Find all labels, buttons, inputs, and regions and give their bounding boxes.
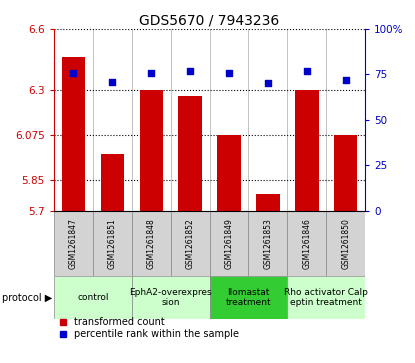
Bar: [256, 195, 280, 211]
Point: [109, 79, 116, 85]
Point: [148, 70, 154, 76]
Point: [342, 77, 349, 83]
Text: protocol ▶: protocol ▶: [2, 293, 52, 303]
Point: [303, 68, 310, 74]
Bar: [217, 135, 241, 211]
Text: GSM1261846: GSM1261846: [303, 218, 311, 269]
Text: control: control: [77, 293, 109, 302]
Title: GDS5670 / 7943236: GDS5670 / 7943236: [139, 14, 280, 28]
Bar: [287, 211, 326, 276]
Point: [187, 68, 193, 74]
Bar: [210, 276, 287, 319]
Bar: [132, 276, 210, 319]
Text: EphA2-overexpres
sion: EphA2-overexpres sion: [129, 288, 212, 307]
Text: Ilomastat
treatment: Ilomastat treatment: [226, 288, 271, 307]
Bar: [171, 211, 210, 276]
Point: [226, 70, 232, 76]
Bar: [210, 211, 249, 276]
Bar: [249, 211, 287, 276]
Bar: [54, 276, 132, 319]
Bar: [101, 154, 124, 211]
Bar: [139, 90, 163, 211]
Bar: [93, 211, 132, 276]
Text: Rho activator Calp
eptin treatment: Rho activator Calp eptin treatment: [284, 288, 368, 307]
Text: GSM1261848: GSM1261848: [147, 218, 156, 269]
Text: GSM1261850: GSM1261850: [341, 218, 350, 269]
Text: GSM1261849: GSM1261849: [225, 218, 234, 269]
Bar: [334, 135, 357, 211]
Text: GSM1261853: GSM1261853: [264, 218, 272, 269]
Bar: [287, 276, 365, 319]
Point: [70, 70, 77, 76]
Bar: [326, 211, 365, 276]
Bar: [54, 211, 93, 276]
Legend: transformed count, percentile rank within the sample: transformed count, percentile rank withi…: [59, 317, 239, 339]
Bar: [132, 211, 171, 276]
Point: [265, 81, 271, 86]
Text: GSM1261851: GSM1261851: [108, 218, 117, 269]
Bar: [178, 95, 202, 211]
Bar: [295, 90, 319, 211]
Bar: [62, 57, 85, 211]
Text: GSM1261852: GSM1261852: [186, 218, 195, 269]
Text: GSM1261847: GSM1261847: [69, 218, 78, 269]
